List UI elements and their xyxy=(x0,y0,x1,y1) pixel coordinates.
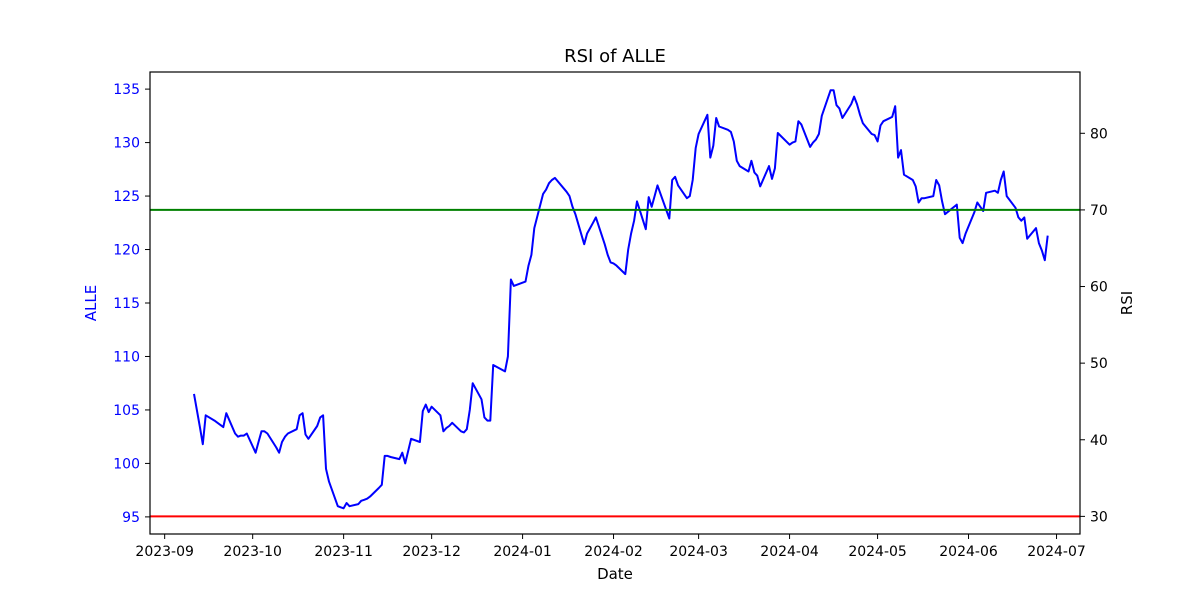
x-tick-label-5: 2024-02 xyxy=(584,544,643,560)
lines-layer xyxy=(150,89,1080,518)
y-left-tick-label-2: 105 xyxy=(113,403,140,419)
y-right-tick-label-2: 50 xyxy=(1090,356,1108,372)
y-left-tick-label-3: 110 xyxy=(113,349,140,365)
x-tick-label-8: 2024-05 xyxy=(848,544,907,560)
series-line-0 xyxy=(193,89,1049,510)
y-right-tick-label-4: 70 xyxy=(1090,203,1108,219)
y-left-tick-label-6: 125 xyxy=(113,189,140,205)
y-right-tick-label-0: 30 xyxy=(1090,509,1108,525)
x-tick-label-1: 2023-10 xyxy=(223,544,282,560)
y-axis-left-label: ALLE xyxy=(82,285,100,321)
x-tick-label-10: 2024-07 xyxy=(1027,544,1086,560)
x-tick-label-9: 2024-06 xyxy=(939,544,998,560)
y-right-tick-label-5: 80 xyxy=(1090,126,1108,142)
x-tick-label-2: 2023-11 xyxy=(314,544,373,560)
y-left-tick-label-0: 95 xyxy=(122,510,140,526)
y-right-tick-label-3: 60 xyxy=(1090,280,1108,296)
x-tick-label-6: 2024-03 xyxy=(669,544,728,560)
y-right-tick-label-1: 40 xyxy=(1090,433,1108,449)
x-tick-label-7: 2024-04 xyxy=(760,544,819,560)
y-left-tick-label-1: 100 xyxy=(113,456,140,472)
x-tick-label-0: 2023-09 xyxy=(135,544,194,560)
x-tick-label-4: 2024-01 xyxy=(493,544,552,560)
plot-frame xyxy=(149,71,1081,535)
ticks-layer: 2023-09 2023-10 2023-11 2023-12 2024-01 2024-… xyxy=(113,82,1108,560)
x-axis-label: Date xyxy=(597,565,633,583)
x-tick-label-3: 2023-12 xyxy=(402,544,461,560)
chart-title: RSI of ALLE xyxy=(564,46,666,67)
y-left-tick-label-4: 115 xyxy=(113,296,140,312)
y-left-tick-label-5: 120 xyxy=(113,243,140,259)
y-left-tick-label-7: 130 xyxy=(113,136,140,152)
y-axis-right-label: RSI xyxy=(1118,291,1136,315)
y-left-tick-label-8: 135 xyxy=(113,82,140,98)
